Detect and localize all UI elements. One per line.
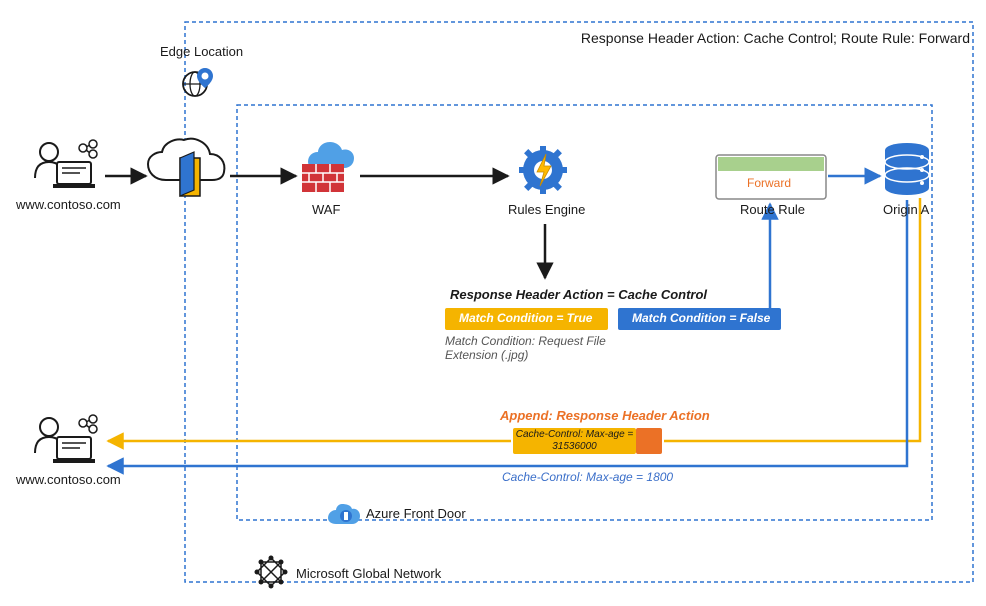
edge-blue-return	[108, 200, 907, 466]
match-desc-label: Match Condition: Request File Extension …	[445, 334, 625, 362]
client-icon-1	[35, 140, 97, 188]
append-orange-box	[636, 428, 662, 454]
diagram-canvas	[0, 0, 986, 606]
afd-label: Azure Front Door	[366, 506, 466, 521]
outer-box	[185, 22, 973, 582]
waf-icon	[302, 142, 354, 192]
client-icon-2	[35, 415, 97, 463]
route-forward-label: Forward	[747, 176, 791, 190]
append-yellow-text: Cache-Control: Max-age = 31536000	[513, 429, 636, 453]
afd-icon	[328, 504, 360, 524]
match-false-text: Match Condition = False	[632, 311, 770, 325]
append-title-label: Append: Response Header Action	[500, 408, 710, 423]
mgn-label: Microsoft Global Network	[296, 566, 441, 581]
origin-icon	[885, 143, 929, 195]
client2-label: www.contoso.com	[16, 472, 121, 487]
edge-location-label: Edge Location	[160, 44, 243, 59]
rules-engine-label: Rules Engine	[508, 202, 585, 217]
route-rule-label: Route Rule	[740, 202, 805, 217]
resp-header-action-label: Response Header Action = Cache Control	[450, 287, 707, 302]
title-text: Response Header Action: Cache Control; R…	[581, 30, 970, 46]
waf-label: WAF	[312, 202, 340, 217]
origin-label: Origin A	[883, 202, 929, 217]
edge-location-icon	[183, 68, 213, 96]
cloud-door-icon	[148, 139, 224, 196]
append-blue-note: Cache-Control: Max-age = 1800	[502, 470, 673, 484]
rules-engine-icon	[519, 146, 567, 194]
client1-label: www.contoso.com	[16, 197, 121, 212]
mgn-icon	[255, 556, 288, 589]
match-true-text: Match Condition = True	[459, 311, 592, 325]
